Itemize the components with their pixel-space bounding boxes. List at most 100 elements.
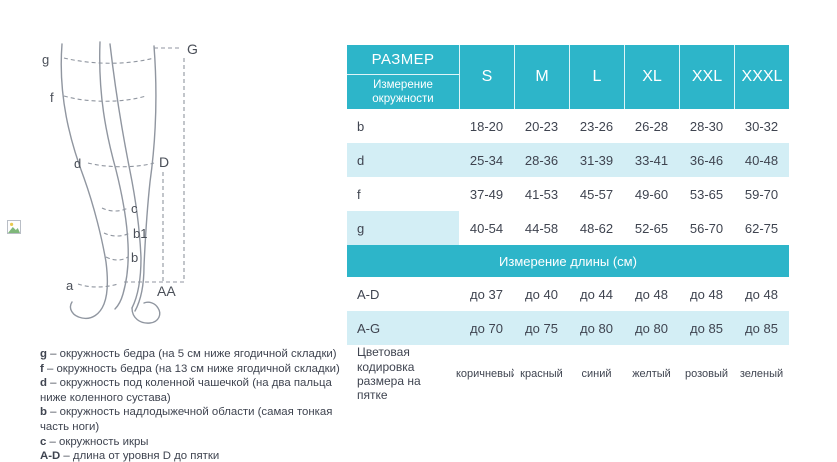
length-section-header: Измерение длины (см) (347, 245, 789, 277)
diagram-label-D: D (159, 154, 169, 170)
right-foot-line (131, 301, 161, 324)
legend-text: – окружность под коленной чашечкой (на д… (40, 377, 332, 404)
b1-level-line (103, 232, 131, 237)
broken-image-icon (7, 220, 21, 234)
legend-text: – длина от уровня D до пятки (63, 450, 220, 462)
cell-ag-xxl: до 85 (679, 311, 734, 345)
cell-d-xxl: 36-46 (679, 143, 734, 177)
cell-f-s: 37-49 (459, 177, 514, 211)
cell-d-l: 31-39 (569, 143, 624, 177)
size-header-xl: XL (624, 45, 679, 109)
diagram-label-d: d (74, 156, 81, 171)
legend-item-g: g – окружность бедра (на 5 см ниже ягоди… (40, 347, 342, 362)
color-coding-label: Цветовая кодировка размера на пятке (347, 345, 459, 403)
legend-key: b (40, 406, 47, 419)
cell-ad-xxl: до 48 (679, 277, 734, 311)
legend-key: c (40, 435, 47, 448)
color-xl: желтый (624, 345, 679, 403)
b-level-line (105, 256, 129, 261)
row-d-label: d (347, 143, 459, 177)
header-divider (347, 74, 459, 75)
diagram-label-AA: AA (157, 283, 176, 299)
row-b-label: b (347, 109, 459, 143)
legend-item-b: b – окружность надлодыжечной области (са… (40, 405, 342, 434)
cell-b-xxl: 28-30 (679, 109, 734, 143)
cell-b-xxxl: 30-32 (734, 109, 789, 143)
color-m: красный (514, 345, 569, 403)
cell-f-l: 45-57 (569, 177, 624, 211)
legend-text: – окружность икры (49, 435, 149, 448)
diagram-label-c: c (131, 201, 138, 216)
diagram-label-f: f (50, 90, 54, 105)
cell-f-xxl: 53-65 (679, 177, 734, 211)
size-header-xxl: XXL (679, 45, 734, 109)
cell-ag-m: до 75 (514, 311, 569, 345)
cell-d-s: 25-34 (459, 143, 514, 177)
c-level-line (101, 207, 129, 212)
table-header-corner: РАЗМЕР Измерение окружности (347, 45, 459, 109)
color-l: синий (569, 345, 624, 403)
legend-text: – окружность надлодыжечной области (сама… (40, 406, 333, 433)
color-xxxl: зеленый (734, 345, 789, 403)
legend-item-ad: A-D – длина от уровня D до пятки (40, 449, 342, 462)
size-header-l: L (569, 45, 624, 109)
legend-text: – окружность бедра (на 13 см ниже ягодич… (46, 362, 340, 375)
legend-item-c: c – окружность икры (40, 435, 342, 450)
diagram-label-b1: b1 (133, 226, 147, 241)
cell-b-s: 18-20 (459, 109, 514, 143)
legend-key: g (40, 348, 47, 360)
cell-ag-xxxl: до 85 (734, 311, 789, 345)
size-header-xxxl: XXXL (734, 45, 789, 109)
right-leg-outer-line (134, 45, 157, 312)
size-table: РАЗМЕР Измерение окружности S M L XL XXL… (347, 45, 789, 403)
cell-b-m: 20-23 (514, 109, 569, 143)
cell-ag-xl: до 80 (624, 311, 679, 345)
cell-g-l: 48-62 (569, 211, 624, 245)
table-subtitle: Измерение окружности (372, 78, 434, 105)
cell-b-xl: 26-28 (624, 109, 679, 143)
diagram-label-a: a (66, 278, 74, 293)
cell-d-xl: 33-41 (624, 143, 679, 177)
legend-item-f: f – окружность бедра (на 13 см ниже ягод… (40, 362, 342, 377)
diagram-label-g: g (42, 52, 49, 67)
color-xxl: розовый (679, 345, 734, 403)
cell-g-xxxl: 62-75 (734, 211, 789, 245)
cell-ad-xxxl: до 48 (734, 277, 789, 311)
cell-f-m: 41-53 (514, 177, 569, 211)
cell-ag-l: до 80 (569, 311, 624, 345)
diagram-label-b: b (131, 250, 138, 265)
cell-f-xl: 49-60 (624, 177, 679, 211)
cell-d-m: 28-36 (514, 143, 569, 177)
legend-item-d: d – окружность под коленной чашечкой (на… (40, 376, 342, 405)
row-f-label: f (347, 177, 459, 211)
row-ag-label: A-G (347, 311, 459, 345)
legend-key: d (40, 377, 47, 390)
f-level-line (63, 95, 147, 102)
cell-ad-s: до 37 (459, 277, 514, 311)
left-leg-inner-line (99, 41, 129, 310)
row-g-label: g (347, 211, 459, 245)
diagram-label-G: G (187, 41, 198, 57)
d-level-line (87, 162, 155, 168)
g-level-line (63, 57, 155, 64)
a-level-line (77, 283, 119, 288)
cell-ag-s: до 70 (459, 311, 514, 345)
cell-ad-l: до 44 (569, 277, 624, 311)
legend-key: A-D (40, 450, 61, 462)
cell-g-m: 44-58 (514, 211, 569, 245)
cell-ad-m: до 40 (514, 277, 569, 311)
cell-ad-xl: до 48 (624, 277, 679, 311)
cell-g-xl: 52-65 (624, 211, 679, 245)
color-s: коричневый (456, 345, 517, 403)
cell-g-xxl: 56-70 (679, 211, 734, 245)
size-header-s: S (459, 45, 514, 109)
right-leg-inner-line (109, 43, 142, 309)
measurement-legend: g – окружность бедра (на 5 см ниже ягоди… (40, 347, 342, 462)
cell-b-l: 23-26 (569, 109, 624, 143)
legend-text: – окружность бедра (на 5 см ниже ягодичн… (50, 348, 337, 360)
left-leg-outer-line (60, 43, 109, 320)
leg-measurement-diagram: g f d c b1 b a G D AA (42, 41, 198, 324)
legend-key: f (40, 362, 44, 375)
cell-f-xxxl: 59-70 (734, 177, 789, 211)
